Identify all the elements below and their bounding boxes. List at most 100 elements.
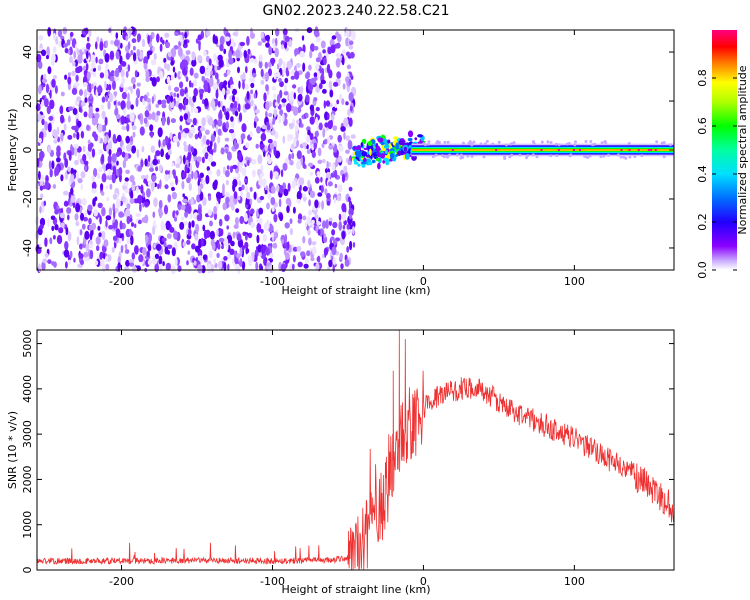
spectrogram-cell: [569, 153, 573, 157]
spectrogram-cell: [191, 51, 196, 61]
spectrogram-cell: [265, 111, 268, 118]
spectrogram-cell: [165, 41, 170, 49]
spectrogram-cell: [427, 140, 431, 144]
spectrogram-cell: [222, 202, 227, 211]
spectrogram-cell: [296, 245, 302, 252]
spectrogram-cell: [184, 98, 188, 106]
spectrogram-cell: [44, 237, 48, 247]
spectrogram-cell: [313, 28, 320, 37]
spectrogram-cell: [95, 107, 100, 112]
spectrogram-cell: [282, 28, 288, 36]
spectrogram-cell: [60, 174, 64, 182]
spectrogram-cell: [247, 232, 253, 239]
spectrogram-cell: [242, 80, 245, 90]
spectrogram-cell: [38, 84, 42, 95]
spectrogram-cell: [633, 155, 637, 159]
spectrogram-cell: [276, 94, 281, 104]
spectrogram-cell: [345, 149, 350, 154]
spectrogram-cell: [292, 206, 296, 214]
spectrogram-cell: [259, 143, 265, 149]
spectrogram-cell: [289, 218, 293, 225]
spectrogram-cell: [91, 188, 97, 194]
spectrogram-cell: [324, 138, 328, 145]
spectrogram-cell: [342, 83, 346, 90]
spectrogram-cell: [301, 35, 305, 41]
colorbar-tick-label: 0.2: [696, 213, 709, 231]
snr-x-tick-label: -200: [109, 575, 134, 588]
spectrogram-cell: [65, 261, 68, 269]
spectrogram-cell: [166, 244, 173, 250]
spectrogram-cell: [179, 115, 184, 122]
spectrogram-cell: [72, 61, 76, 67]
spectrogram-cell: [398, 139, 405, 146]
spectrogram-cell: [80, 171, 86, 179]
spectrogram-cell: [205, 129, 210, 135]
spectrogram-cell: [348, 40, 354, 46]
spectrogram-cell: [164, 246, 169, 255]
spectrogram-cell: [108, 92, 113, 103]
spectrogram-cell: [115, 151, 120, 157]
spectrogram-cell: [269, 143, 274, 150]
spectrogram-cell: [76, 236, 80, 246]
spectrogram-cell: [158, 199, 163, 209]
spectrogram-cell: [53, 75, 57, 80]
spectrogram-cell: [294, 48, 300, 55]
spectrogram-cell: [226, 241, 229, 251]
spectrogram-cell: [134, 70, 138, 78]
spectrogram-cell: [88, 217, 92, 225]
spectrogram-cell: [115, 50, 120, 60]
spectrogram-cell: [353, 158, 357, 163]
spectrogram-cell: [293, 92, 296, 100]
spectrogram-cell: [218, 111, 223, 121]
spectrogram-cell: [338, 145, 344, 152]
spectrogram-cell: [205, 139, 210, 146]
spectrogram-cell: [120, 245, 124, 254]
spectrogram-cell: [100, 104, 105, 110]
spectrogram-cell: [226, 165, 230, 170]
spectrogram-cell: [72, 132, 76, 139]
spectrogram-cell: [131, 38, 137, 44]
spectrogram-cell: [387, 139, 391, 144]
spectrogram-cell: [127, 41, 131, 50]
spectrogram-cell: [173, 170, 176, 179]
spectrogram-cell: [518, 153, 522, 157]
spectrogram-cell: [243, 50, 248, 59]
spectrogram-cell: [192, 117, 197, 126]
spectrogram-cell: [177, 47, 183, 57]
spectrogram-cell: [98, 166, 103, 173]
spectrogram-cell: [257, 154, 263, 165]
spectrogram-cell: [377, 162, 381, 170]
spectrogram-cell: [144, 110, 150, 118]
spectrogram-cell: [347, 160, 353, 166]
spectrogram-cell: [147, 51, 150, 60]
spectrogram-cell: [254, 115, 258, 123]
spectrogram-cell: [41, 118, 45, 126]
spectrogram-cell: [110, 40, 114, 45]
spectrogram-cell: [210, 239, 215, 247]
spectrogram-cell: [86, 124, 90, 131]
spectrogram-cell: [198, 88, 205, 94]
spectrogram-cell: [38, 35, 44, 41]
spectrogram-cell: [41, 99, 44, 108]
spectrogram-cell: [341, 98, 345, 105]
spectrogram-cell: [313, 46, 319, 51]
spectrogram-cell: [304, 222, 308, 228]
spectrogram-cell: [326, 200, 331, 206]
spectrogram-cell: [352, 225, 355, 235]
spectrogram-cell: [654, 149, 657, 151]
spectrogram-cell: [193, 72, 199, 79]
spectrogram-cell: [265, 84, 269, 92]
spectrogram-cell: [249, 186, 253, 192]
spectrogram-cell: [273, 93, 277, 99]
spectrogram-cell: [83, 160, 89, 165]
spectrogram-cell: [260, 31, 265, 39]
spectrogram-cell: [357, 163, 361, 167]
spectrogram-cell: [129, 198, 135, 204]
spectrogram-cell: [79, 243, 83, 250]
spectrogram-cell: [232, 231, 236, 239]
spectrogram-cell: [384, 145, 390, 148]
spectrogram-cell: [268, 46, 273, 56]
spectrogram-cell: [166, 116, 170, 126]
spectrogram-cell: [305, 71, 311, 79]
spectrogram-cell: [172, 66, 176, 73]
